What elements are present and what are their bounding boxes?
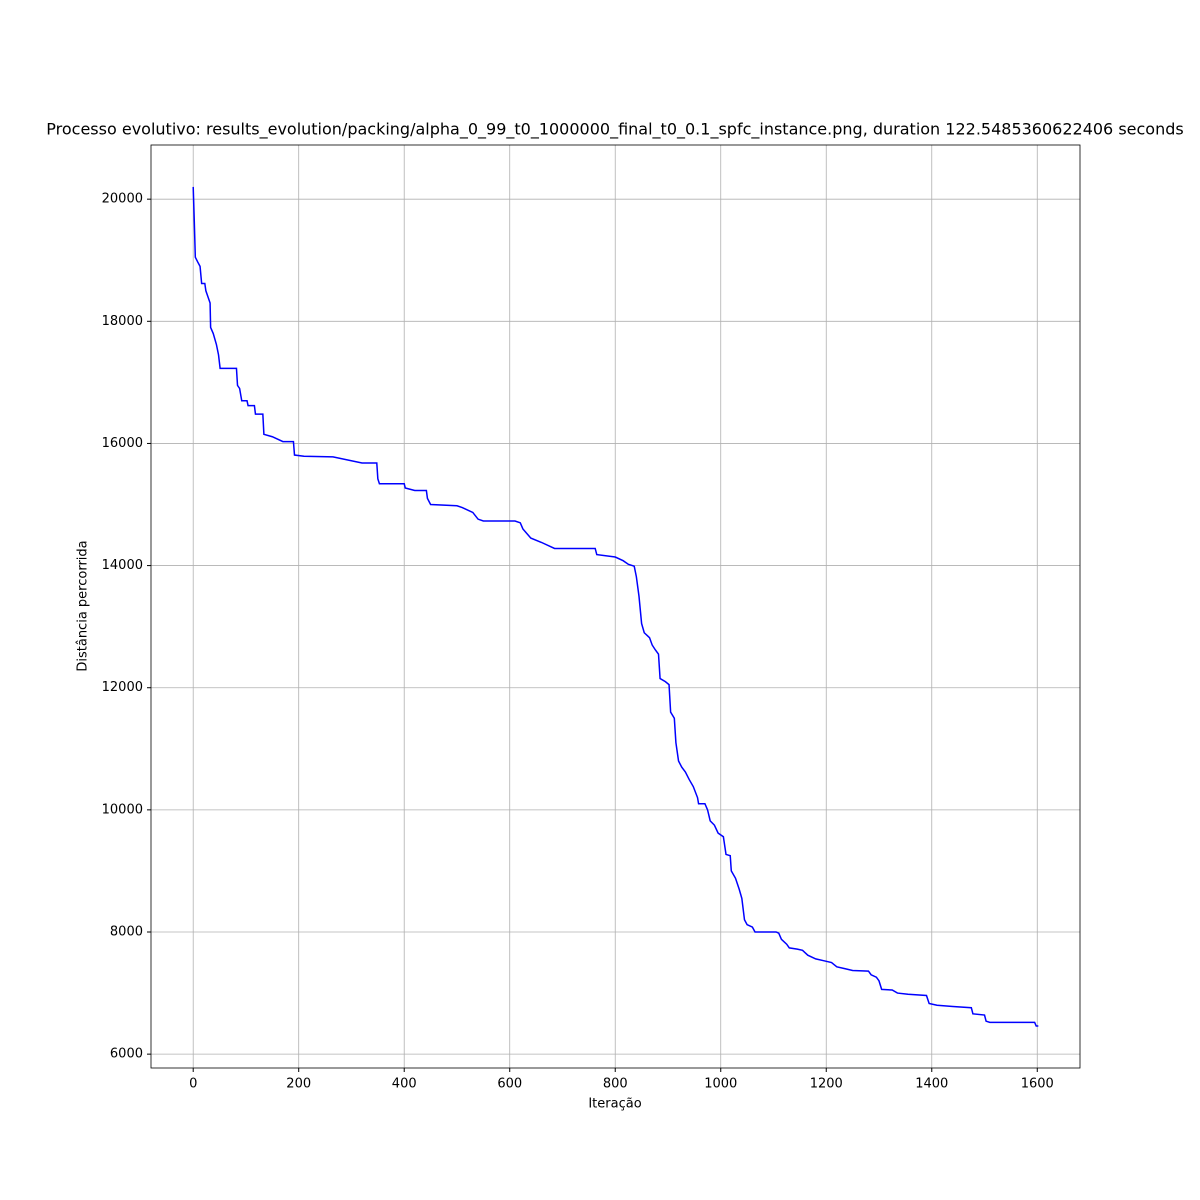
y-tick-label: 6000 [110, 1047, 143, 1062]
chart-title: Processo evolutivo: results_evolution/pa… [46, 120, 1183, 140]
y-tick-label: 8000 [110, 924, 143, 939]
x-tick-label: 0 [189, 1077, 197, 1092]
y-tick-label: 20000 [102, 192, 143, 207]
data-line [192, 186, 1039, 1027]
x-tick-label: 1600 [1021, 1077, 1054, 1092]
y-tick-label: 18000 [102, 314, 143, 329]
y-axis-label: Distância percorrida [76, 540, 91, 671]
x-tick-label: 800 [603, 1077, 628, 1092]
y-tick-label: 16000 [102, 436, 143, 451]
y-tick-label: 12000 [102, 680, 143, 695]
plot-frame [150, 144, 1081, 1069]
x-tick-label: 400 [392, 1077, 417, 1092]
x-axis-label: Iteração [588, 1097, 641, 1112]
x-tick-label: 1200 [810, 1077, 843, 1092]
y-tick-label: 14000 [102, 558, 143, 573]
x-tick-label: 200 [286, 1077, 311, 1092]
x-tick-label: 1400 [915, 1077, 948, 1092]
y-tick-label: 10000 [102, 802, 143, 817]
x-tick-label: 600 [497, 1077, 522, 1092]
x-tick-label: 1000 [704, 1077, 737, 1092]
